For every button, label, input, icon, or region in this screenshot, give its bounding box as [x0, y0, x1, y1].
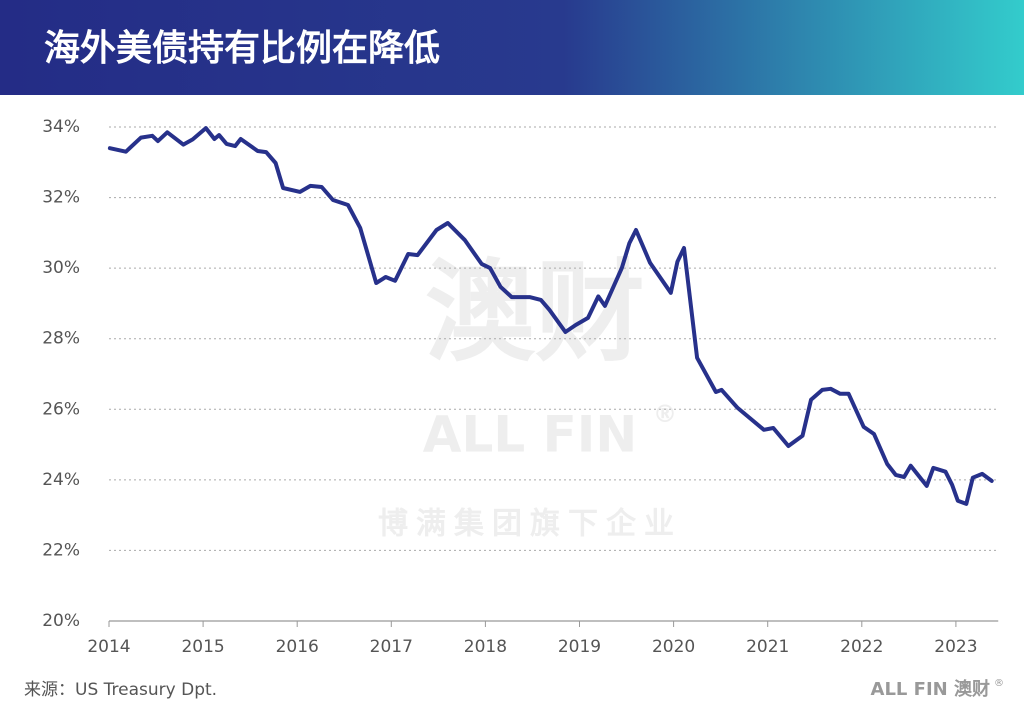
brand-mark: ®	[994, 678, 1004, 689]
x-tick-label: 2016	[276, 637, 319, 657]
y-tick-label: 24%	[42, 470, 80, 490]
y-tick-label: 34%	[42, 117, 80, 137]
y-tick-label: 20%	[42, 611, 80, 631]
watermark: ®	[653, 400, 677, 428]
y-tick-label: 32%	[42, 188, 80, 208]
x-tick-label: 2022	[840, 637, 883, 657]
x-tick-label: 2019	[558, 637, 601, 657]
watermark: ALL FIN	[423, 406, 637, 464]
x-tick-label: 2018	[464, 637, 507, 657]
y-tick-label: 28%	[42, 329, 80, 349]
x-tick-label: 2014	[87, 637, 130, 657]
data-line	[107, 126, 994, 506]
watermark: 博满集团旗下企业	[378, 507, 682, 542]
header-banner	[0, 0, 1024, 95]
y-tick-label: 22%	[42, 540, 80, 560]
x-tick-label: 2023	[934, 637, 977, 657]
y-tick-label: 30%	[42, 258, 80, 278]
x-tick-label: 2015	[181, 637, 224, 657]
x-tick-label: 2020	[652, 637, 695, 657]
x-tick-label: 2017	[370, 637, 413, 657]
x-tick-label: 2021	[746, 637, 789, 657]
watermark: 澳财	[425, 248, 645, 376]
chart-title: 海外美债持有比例在降低	[44, 28, 440, 69]
brand-logo: ALL FIN 澳财	[871, 678, 990, 700]
source-note: 来源：US Treasury Dpt.	[24, 680, 217, 700]
y-tick-label: 26%	[42, 399, 80, 419]
